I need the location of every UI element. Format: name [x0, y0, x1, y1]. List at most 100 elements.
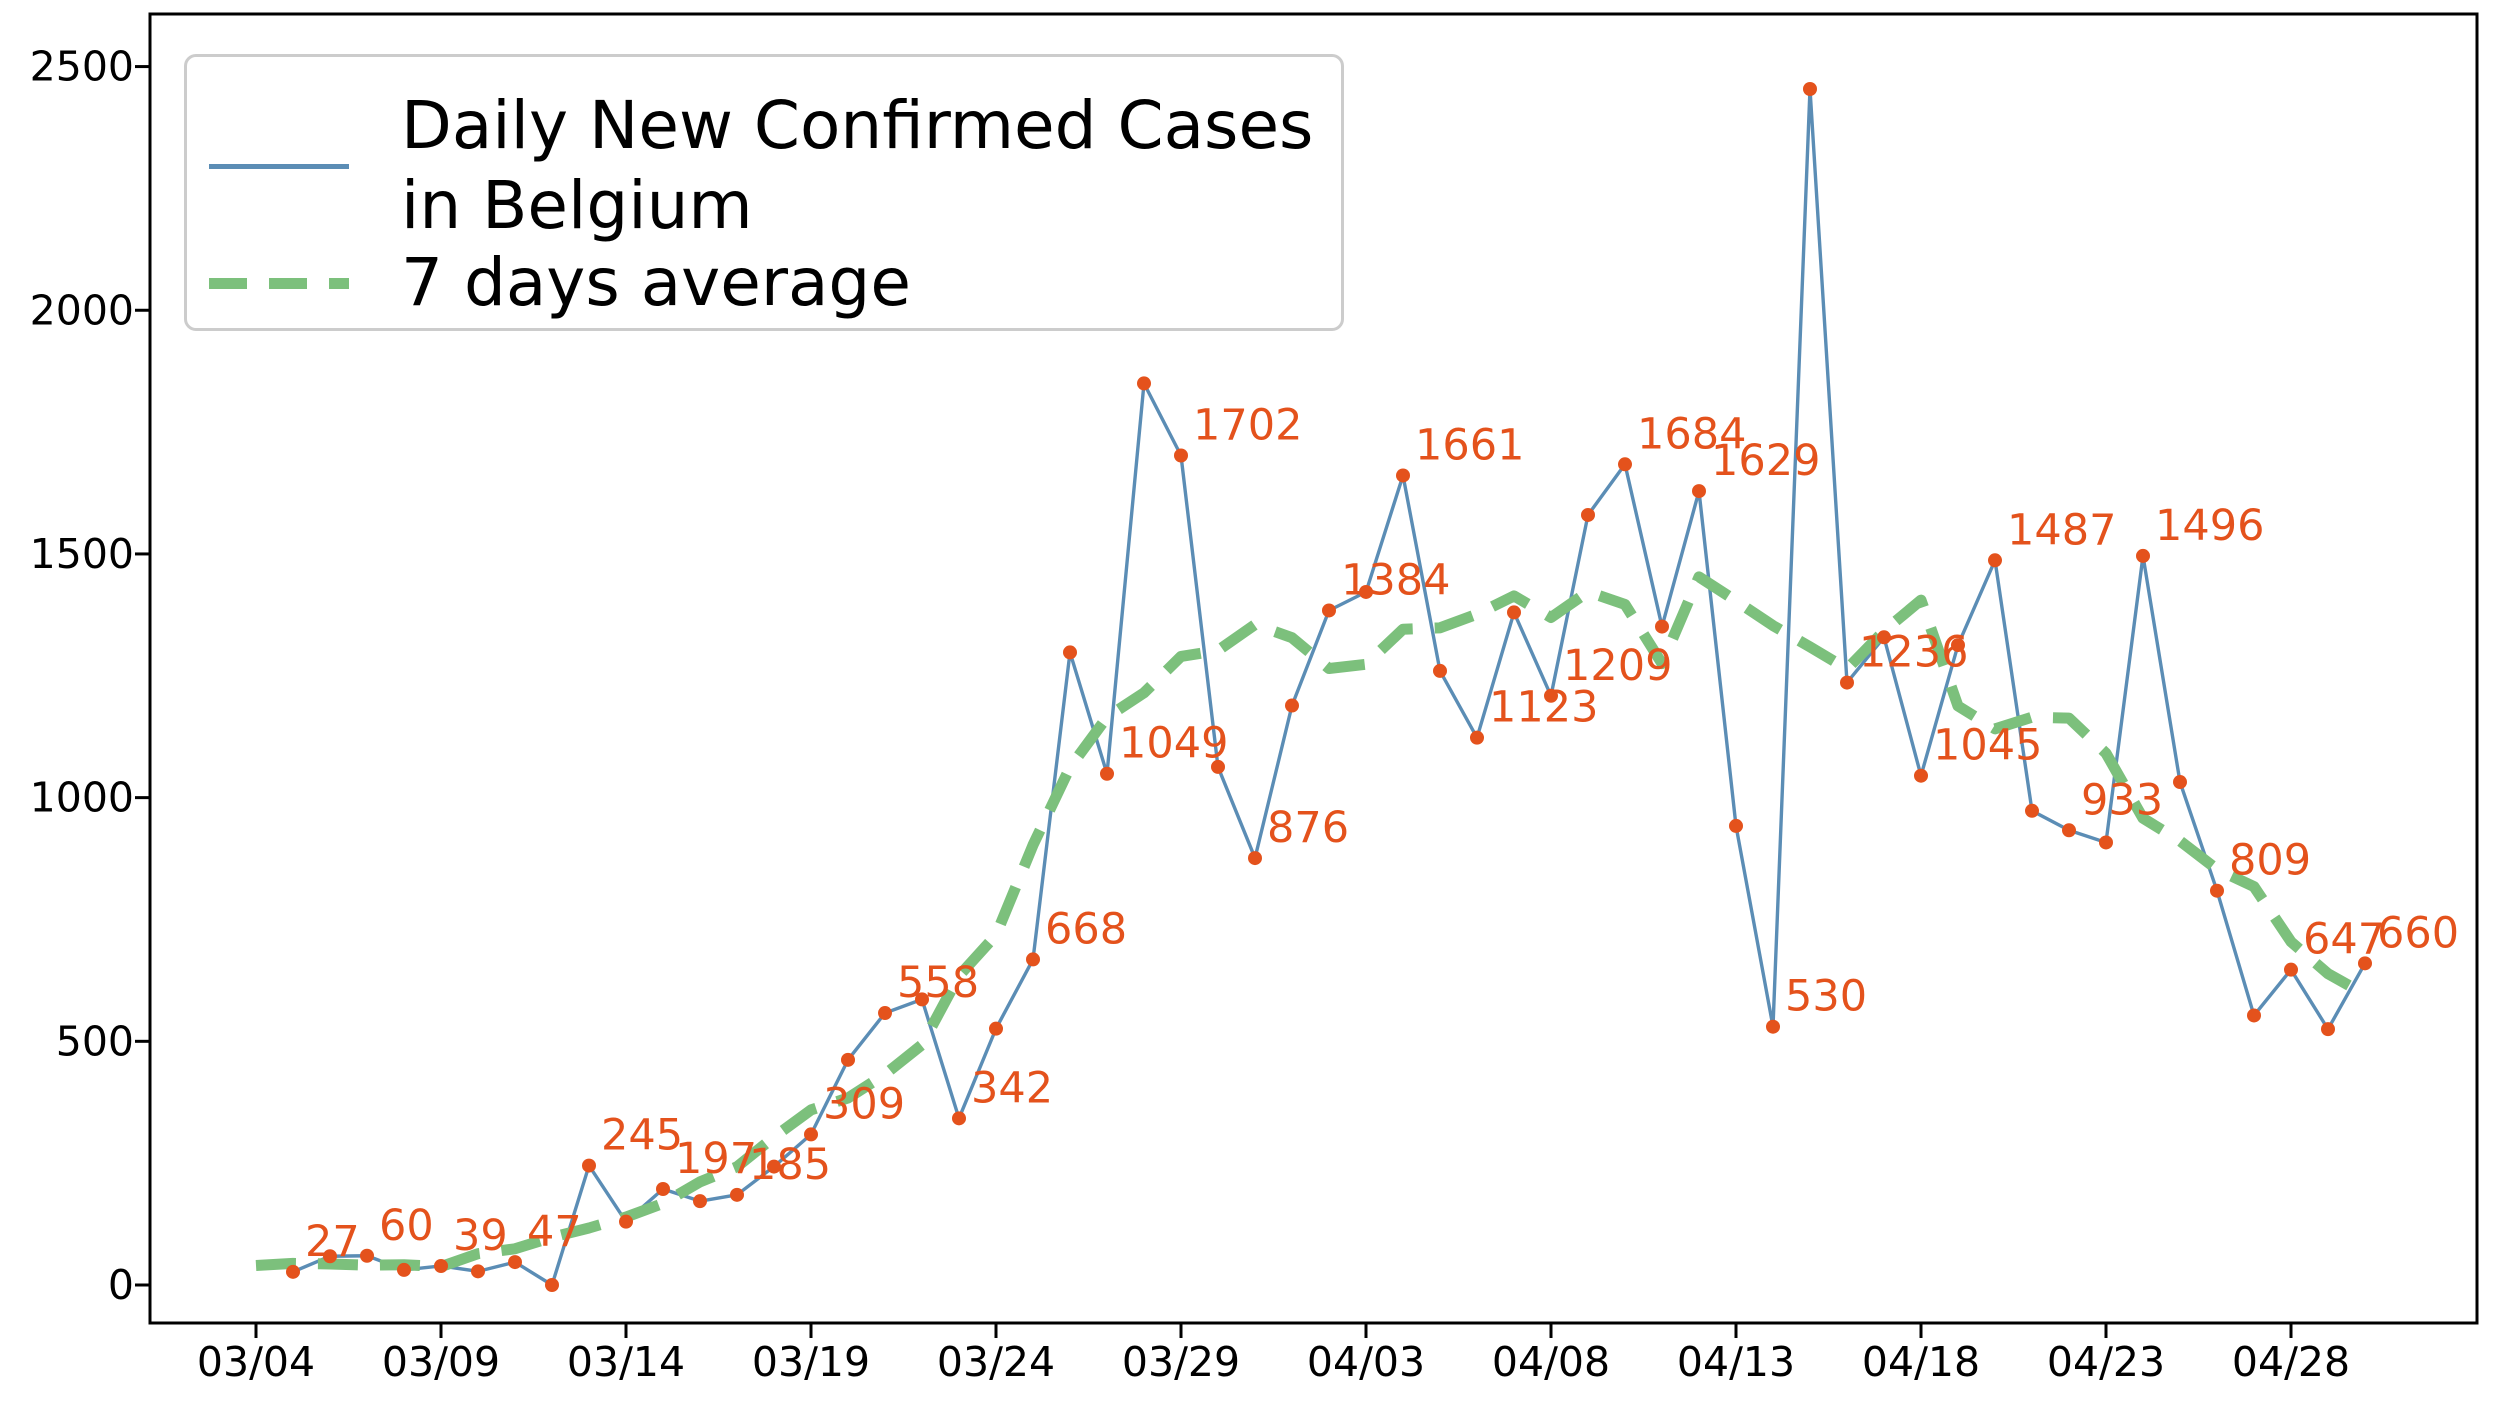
- data-point-dot: [2136, 548, 2150, 563]
- data-point-dot: [397, 1262, 411, 1277]
- data-point-dot: [1618, 457, 1632, 472]
- data-point-dot: [878, 1006, 892, 1021]
- point-value-label: 39: [453, 1211, 508, 1261]
- point-value-label: 27: [305, 1217, 360, 1267]
- data-point-dot: [767, 1159, 781, 1174]
- data-point-dot: [2284, 962, 2298, 977]
- data-point-dot: [1433, 663, 1447, 678]
- data-point-dot: [2247, 1008, 2261, 1023]
- data-point-dot: [1137, 376, 1151, 391]
- point-value-label: 60: [379, 1201, 434, 1251]
- data-point-dot: [1766, 1019, 1780, 1034]
- point-value-label: 1702: [1193, 400, 1302, 450]
- point-value-label: 1629: [1711, 436, 1820, 486]
- y-tick-label: 0: [108, 1261, 134, 1309]
- data-point-dot: [434, 1258, 448, 1273]
- plot-border: [148, 12, 2479, 1325]
- legend-item-average: 7 days average: [209, 244, 1325, 321]
- point-value-label: 1384: [1341, 555, 1450, 605]
- data-point-dot: [1544, 688, 1558, 703]
- point-value-label: 47: [527, 1207, 582, 1257]
- data-point-dot: [1729, 818, 1743, 833]
- point-value-label: 530: [1785, 972, 1867, 1022]
- y-tick-label: 2000: [30, 286, 134, 334]
- data-point-dot: [471, 1264, 485, 1279]
- x-tick-label: 04/23: [2047, 1338, 2165, 1386]
- point-value-label: 558: [897, 958, 979, 1008]
- y-tick-label: 500: [56, 1017, 134, 1065]
- data-point-dot: [2321, 1022, 2335, 1037]
- data-point-dot: [1285, 698, 1299, 713]
- point-value-label: 1661: [1415, 420, 1524, 470]
- data-point-dot: [841, 1052, 855, 1067]
- x-tick-label: 03/14: [567, 1338, 685, 1386]
- data-point-dot: [2210, 883, 2224, 898]
- data-point-dot: [545, 1278, 559, 1292]
- data-point-dot: [2173, 775, 2187, 790]
- data-point-dot: [693, 1194, 707, 1209]
- data-point-dot: [1211, 759, 1225, 774]
- data-point-dot: [619, 1214, 633, 1229]
- data-point-dot: [1581, 507, 1595, 522]
- point-value-label: 1045: [1933, 721, 2042, 771]
- data-point-dot: [1914, 768, 1928, 783]
- data-point-dot: [1359, 584, 1373, 599]
- y-tick-label: 1500: [30, 530, 134, 578]
- point-value-label: 660: [2377, 908, 2459, 958]
- point-value-label: 245: [601, 1111, 683, 1161]
- data-point-dot: [508, 1255, 522, 1270]
- data-point-dot: [360, 1248, 374, 1263]
- data-point-dot: [2062, 823, 2076, 838]
- point-value-label: 647: [2303, 915, 2385, 965]
- data-point-dot: [989, 1021, 1003, 1036]
- y-tick-label: 2500: [30, 43, 134, 91]
- data-point-dot: [952, 1111, 966, 1126]
- data-point-dot: [1026, 952, 1040, 967]
- x-tick-label: 03/29: [1122, 1338, 1240, 1386]
- data-point-dot: [1396, 468, 1410, 483]
- average-line-swatch: [209, 277, 349, 289]
- data-point-dot: [656, 1181, 670, 1196]
- point-value-label: 342: [971, 1063, 1053, 1113]
- x-tick-label: 04/08: [1492, 1338, 1610, 1386]
- data-point-dot: [2358, 956, 2372, 971]
- data-point-dot: [2025, 803, 2039, 818]
- data-point-dot: [1507, 605, 1521, 620]
- data-point-dot: [1174, 448, 1188, 463]
- point-value-label: 668: [1045, 904, 1127, 954]
- data-point-dot: [286, 1264, 300, 1279]
- average-line: [255, 571, 2368, 1273]
- x-tick-label: 04/28: [2232, 1338, 2350, 1386]
- data-point-dot: [1988, 553, 2002, 568]
- point-value-label: 197: [675, 1134, 757, 1184]
- x-tick-label: 04/18: [1862, 1338, 1980, 1386]
- data-point-dot: [1692, 484, 1706, 499]
- data-point-dot: [323, 1249, 337, 1264]
- data-point-dot: [1322, 603, 1336, 618]
- data-point-dot: [1063, 645, 1077, 660]
- x-tick-label: 03/24: [937, 1338, 1055, 1386]
- legend: Daily New Confirmed Cases in Belgium 7 d…: [184, 54, 1344, 331]
- point-value-label: 1049: [1119, 719, 1228, 769]
- data-point-dot: [1877, 630, 1891, 645]
- point-value-label: 185: [749, 1140, 831, 1190]
- data-point-dot: [1470, 730, 1484, 745]
- point-value-label: 1684: [1637, 409, 1746, 459]
- point-value-label: 876: [1267, 803, 1349, 853]
- data-point-dot: [1803, 81, 1817, 96]
- data-point-dot: [2099, 835, 2113, 850]
- legend-label-daily: Daily New Confirmed Cases in Belgium: [401, 87, 1314, 244]
- point-value-label: 1487: [2007, 505, 2116, 555]
- x-tick-label: 03/19: [752, 1338, 870, 1386]
- point-value-label: 1209: [1563, 641, 1672, 691]
- data-point-dot: [915, 992, 929, 1007]
- data-point-dot: [582, 1158, 596, 1173]
- data-point-dot: [804, 1127, 818, 1142]
- data-point-dot: [730, 1187, 744, 1202]
- data-point-dot: [1248, 851, 1262, 866]
- point-value-label: 1236: [1859, 628, 1968, 678]
- legend-item-daily: Daily New Confirmed Cases in Belgium: [209, 81, 1325, 251]
- point-value-label: 1496: [2155, 501, 2264, 551]
